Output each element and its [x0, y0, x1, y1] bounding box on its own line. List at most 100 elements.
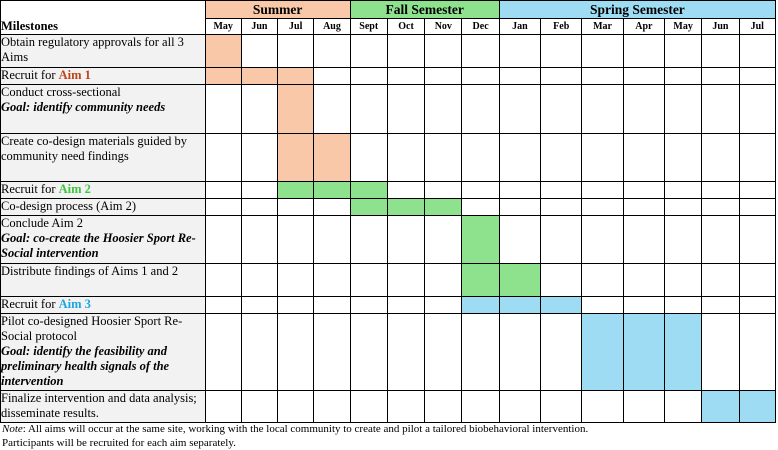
timeline-cell [204, 84, 242, 134]
milestone-label-cell: Finalize intervention and data analysis;… [0, 390, 206, 423]
timeline-cell-filled [349, 181, 388, 199]
timeline-cell-filled [498, 296, 542, 314]
note-text: : All aims will occur at the same site, … [22, 423, 589, 435]
milestone-row: Obtain regulatory approvals for all 3 Ai… [0, 34, 777, 68]
timeline-cell [313, 296, 351, 314]
month-header: Nov [424, 18, 463, 35]
timeline-cell-filled [738, 390, 777, 423]
timeline-cell [313, 67, 351, 85]
timeline-cell [540, 215, 583, 264]
timeline-cell [540, 133, 583, 182]
milestone-text: Obtain regulatory approvals for all 3 Ai… [1, 35, 184, 64]
timeline-cell [240, 84, 279, 134]
timeline-cell [738, 296, 777, 314]
timeline-cell [701, 198, 740, 216]
timeline-cell [424, 263, 463, 297]
timeline-cell [622, 34, 666, 68]
timeline-cell [738, 263, 777, 297]
timeline-cell [701, 296, 740, 314]
timeline-cell [240, 263, 279, 297]
timeline-cell [701, 181, 740, 199]
timeline-cell [240, 215, 279, 264]
timeline-cell [204, 198, 242, 216]
milestone-row: Distribute findings of Aims 1 and 2 [0, 263, 777, 297]
timeline-cell [738, 133, 777, 182]
timeline-cell [461, 34, 500, 68]
timeline-cell [461, 390, 500, 423]
timeline-cell [738, 84, 777, 134]
timeline-cell [540, 181, 583, 199]
timeline-cell [386, 67, 426, 85]
timeline-cell [349, 34, 388, 68]
timeline-cell-filled [240, 67, 279, 85]
timeline-cell [461, 198, 500, 216]
milestone-text: Create co-design materials guided by com… [1, 134, 188, 163]
timeline-cell-filled [664, 313, 703, 391]
timeline-cell [386, 390, 426, 423]
timeline-cell [386, 296, 426, 314]
timeline-cell [540, 313, 583, 391]
timeline-cell [424, 215, 463, 264]
timeline-cell-filled [461, 263, 500, 297]
timeline-cell [498, 84, 542, 134]
timeline-cell [204, 313, 242, 391]
timeline-cell [386, 84, 426, 134]
timeline-cell [349, 390, 388, 423]
timeline-cell [277, 215, 315, 264]
timeline-cell [664, 34, 703, 68]
timeline-cell [701, 34, 740, 68]
timeline-cell [386, 34, 426, 68]
timeline-cell [424, 34, 463, 68]
timeline-cell [664, 390, 703, 423]
timeline-cell [240, 133, 279, 182]
milestone-label-cell: Conduct cross-sectional Goal: identify co… [0, 84, 206, 134]
timeline-cell [313, 84, 351, 134]
milestone-row: Co-design process (Aim 2) [0, 198, 777, 216]
semester-spring: Spring Semester [498, 0, 777, 19]
timeline-cell [461, 133, 500, 182]
semester-header-row: Milestones Summer Fall Semester Spring S… [0, 0, 777, 35]
timeline-cell [540, 390, 583, 423]
timeline-cell [277, 313, 315, 391]
timeline-cell [498, 181, 542, 199]
timeline-cell [738, 34, 777, 68]
timeline-cell [622, 296, 666, 314]
timeline-cell [204, 133, 242, 182]
timeline-cell [622, 215, 666, 264]
timeline-cell [461, 67, 500, 85]
milestone-goal: Goal: identify community needs [1, 100, 166, 114]
timeline-cell [386, 263, 426, 297]
milestone-row: Recruit for Aim 1 [0, 67, 777, 85]
timeline-cell [277, 198, 315, 216]
month-header: Feb [540, 18, 583, 35]
timeline-cell [461, 313, 500, 391]
timeline-cell [349, 263, 388, 297]
month-header: Jul [277, 18, 315, 35]
timeline-cell [204, 390, 242, 423]
timeline-cell [386, 215, 426, 264]
timeline-cell [313, 390, 351, 423]
timeline-cell [204, 181, 242, 199]
milestone-text: Conclude Aim 2 [1, 216, 83, 230]
timeline-cell-filled [701, 390, 740, 423]
timeline-cell [498, 215, 542, 264]
milestone-text: Conduct cross-sectional [1, 85, 121, 99]
timeline-cell [424, 84, 463, 134]
milestone-label-cell: Create co-design materials guided by com… [0, 133, 206, 182]
timeline-cell [424, 133, 463, 182]
timeline-cell-filled [581, 313, 624, 391]
timeline-cell [701, 133, 740, 182]
month-header-row: May Jun Jul Aug Sept Oct Nov Dec Jan Feb Mar Apr May… [1, 18, 777, 35]
month-header: Sept [349, 18, 388, 35]
milestone-label-cell: Co-design process (Aim 2) [0, 198, 206, 216]
timeline-cell [349, 67, 388, 85]
timeline-cell-filled [461, 296, 500, 314]
timeline-cell-filled [424, 198, 463, 216]
timeline-cell [581, 133, 624, 182]
timeline-cell [540, 198, 583, 216]
timeline-cell [498, 313, 542, 391]
timeline-cell [498, 133, 542, 182]
timeline-cell [386, 133, 426, 182]
month-header: Aug [313, 18, 351, 35]
timeline-cell-filled [204, 34, 242, 68]
